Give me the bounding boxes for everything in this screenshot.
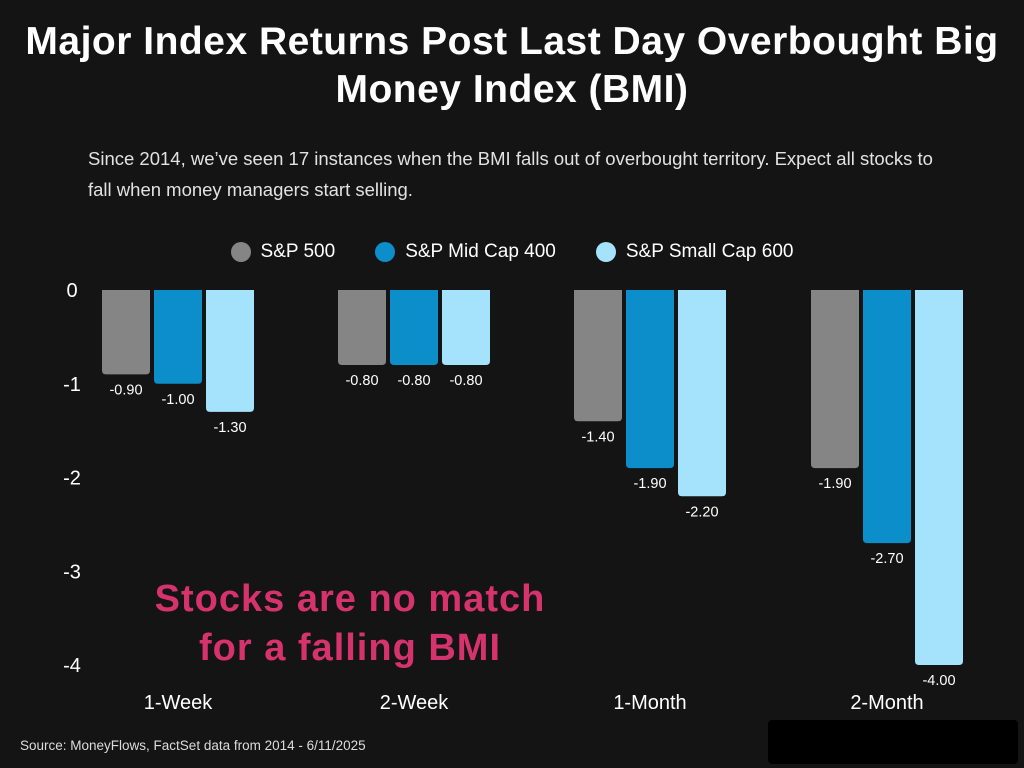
bar-value-label: -0.80 (397, 373, 430, 389)
bar (442, 290, 490, 365)
annotation-line: for a falling BMI (199, 627, 501, 669)
bar (863, 290, 911, 544)
bar (154, 290, 202, 384)
bar (102, 290, 150, 375)
legend-item: S&P 500 (230, 241, 336, 263)
x-category-label: 2-Month (850, 692, 923, 714)
legend-swatch (230, 242, 251, 262)
bar-value-label: -0.90 (109, 382, 142, 398)
legend-swatch (595, 242, 616, 262)
y-tick-label: -2 (63, 468, 81, 490)
legend-label: S&P 500 (260, 241, 336, 262)
x-category-label: 1-Week (144, 692, 214, 714)
y-tick-label: -3 (63, 561, 81, 583)
legend-item: S&P Small Cap 600 (595, 241, 794, 263)
bar (678, 290, 726, 497)
chart-annotation: Stocks are no match for a falling BMI (155, 578, 546, 669)
bar-value-label: -1.30 (213, 420, 246, 436)
x-category-label: 2-Week (380, 692, 450, 714)
bar-value-label: -2.70 (870, 551, 903, 567)
bar (338, 290, 386, 365)
bar-value-label: -2.20 (685, 504, 718, 520)
bar (811, 290, 859, 469)
legend-item: S&P Mid Cap 400 (375, 241, 556, 263)
x-category-label: 1-Month (613, 692, 686, 714)
chart-subtitle: Since 2014, we’ve seen 17 instances when… (88, 148, 933, 200)
bar-value-label: -1.90 (633, 476, 666, 492)
bar-value-label: -1.40 (581, 429, 614, 445)
redaction-box (768, 720, 1018, 764)
chart-title: Major Index Returns Post Last Day Overbo… (25, 20, 999, 111)
bar (626, 290, 674, 469)
y-tick-label: -4 (63, 655, 81, 677)
chart-legend: S&P 500 S&P Mid Cap 400 S&P Small Cap 600 (0, 237, 1024, 267)
bar-value-label: -0.80 (345, 373, 378, 389)
bar (390, 290, 438, 365)
legend-label: S&P Small Cap 600 (625, 241, 794, 262)
legend-label: S&P Mid Cap 400 (405, 241, 556, 262)
bar-value-label: -0.80 (449, 373, 482, 389)
bar (206, 290, 254, 412)
bar-value-label: -1.00 (161, 392, 194, 408)
bar (915, 290, 963, 665)
y-tick-label: 0 (66, 280, 77, 302)
annotation-line: Stocks are no match (155, 578, 546, 620)
legend-swatch (375, 242, 396, 262)
bar-value-label: -1.90 (818, 476, 851, 492)
bar (574, 290, 622, 422)
bar-value-label: -4.00 (922, 673, 955, 689)
source-note: Source: MoneyFlows, FactSet data from 20… (20, 738, 366, 753)
y-tick-label: -1 (63, 374, 81, 396)
